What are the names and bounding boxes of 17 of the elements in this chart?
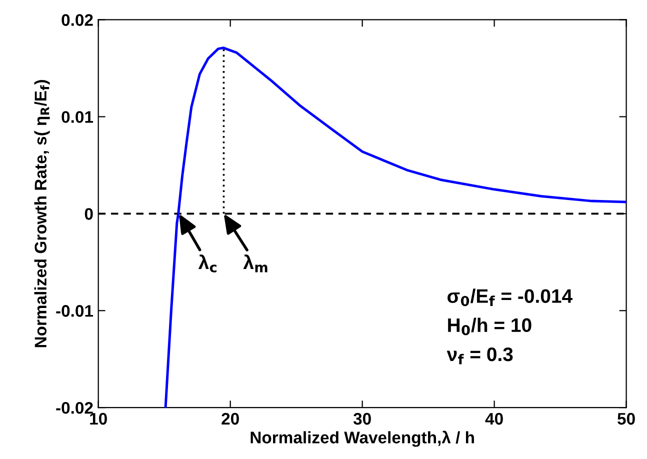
y-tick-label: -0.01 — [56, 305, 94, 317]
y-tick-label: 0.01 — [62, 111, 94, 123]
annotation: λ$_{m}$ — [243, 254, 268, 272]
x-tick-label: 50 — [618, 412, 635, 425]
x-axis-title: Normalized Wavelength,λ / h — [250, 430, 474, 447]
annotation: λ$_{c}$ — [198, 254, 216, 272]
y-tick-label: -0.02 — [56, 402, 93, 414]
annotation: σ$_{0}$/E$_{f}$ = -0.014 — [448, 288, 572, 306]
y-tick-label: 0.02 — [62, 14, 93, 26]
x-tick-label: 30 — [353, 412, 371, 425]
y-axis-title: Normalized Growth Rate, s( η$_{R}$/E$_{f}$) — [34, 80, 50, 348]
x-tick-label: 20 — [222, 412, 239, 425]
annotation: ν$_{f}$ = 0.3 — [446, 347, 513, 364]
y-tick-label: 0 — [84, 208, 93, 220]
x-tick-label: 10 — [90, 412, 107, 425]
x-tick-label: 40 — [485, 412, 503, 425]
annotation: H$_{0}$/h = 10 — [448, 318, 532, 336]
